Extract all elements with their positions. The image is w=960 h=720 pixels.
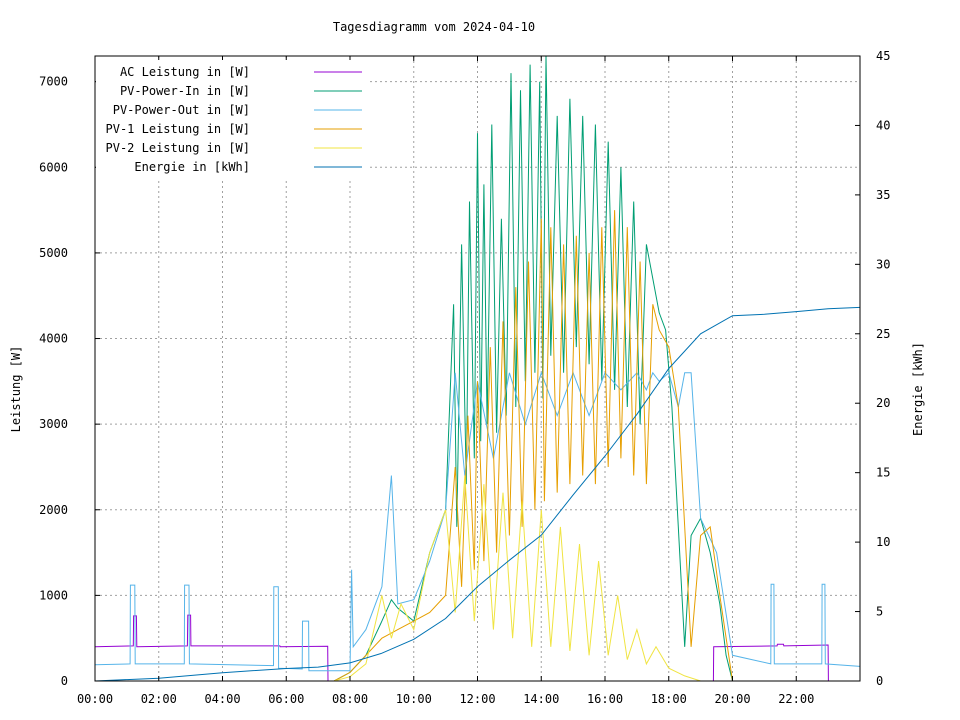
- x-tick-label: 18:00: [651, 692, 687, 706]
- x-tick-label: 04:00: [204, 692, 240, 706]
- y2-tick-label: 20: [876, 396, 890, 410]
- y2-tick-label: 10: [876, 535, 890, 549]
- x-tick-label: 00:00: [77, 692, 113, 706]
- series-group: [94, 55, 861, 682]
- y-tick-label: 3000: [39, 417, 68, 431]
- x-tick-label: 08:00: [332, 692, 368, 706]
- legend-label: Energie in [kWh]: [134, 160, 250, 174]
- y2-axis-label: Energie [kWh]: [911, 342, 925, 436]
- legend-label: PV-1 Leistung in [W]: [106, 122, 251, 136]
- legend: AC Leistung in [W] PV-Power-In in [W] PV-P…: [96, 60, 368, 180]
- y2-tick-label: 35: [876, 188, 890, 202]
- y-axis-label: Leistung [W]: [9, 346, 23, 433]
- x-tick-label: 14:00: [523, 692, 559, 706]
- y2-tick-label: 25: [876, 327, 890, 341]
- x-tick-label: 16:00: [587, 692, 623, 706]
- y-tick-label: 2000: [39, 503, 68, 517]
- series-line-ac-leistung-in-w: [94, 614, 860, 682]
- x-tick-label: 20:00: [714, 692, 750, 706]
- y-tick-label: 7000: [39, 75, 68, 89]
- y-tick-label: 5000: [39, 246, 68, 260]
- y-tick-label: 1000: [39, 588, 68, 602]
- y2-tick-label: 15: [876, 466, 890, 480]
- series-line-energie-in-kwh: [94, 306, 861, 682]
- y2-tick-label: 45: [876, 49, 890, 63]
- x-tick-label: 06:00: [268, 692, 304, 706]
- legend-label: AC Leistung in [W]: [120, 65, 250, 79]
- legend-label: PV-Power-Out in [W]: [113, 103, 250, 117]
- x-tick-label: 22:00: [778, 692, 814, 706]
- x-tick-label: 02:00: [141, 692, 177, 706]
- ticks: 00:00 02:00 04:00 06:00 08:00 10:00 12:00 14:00…: [39, 49, 890, 706]
- series-line-pv-2-leistung-in-w: [95, 475, 860, 682]
- y2-tick-label: 5: [876, 605, 883, 619]
- y2-tick-label: 30: [876, 257, 890, 271]
- chart-title: Tagesdiagramm vom 2024-04-10: [333, 20, 535, 34]
- y-tick-label: 0: [61, 674, 68, 688]
- y2-tick-label: 40: [876, 118, 890, 132]
- series-line-pv-1-leistung-in-w: [95, 210, 860, 682]
- legend-label: PV-2 Leistung in [W]: [106, 141, 251, 155]
- y2-tick-label: 0: [876, 674, 883, 688]
- x-tick-label: 12:00: [459, 692, 495, 706]
- x-tick-label: 10:00: [396, 692, 432, 706]
- legend-label: PV-Power-In in [W]: [120, 84, 250, 98]
- legend-background: [96, 60, 368, 180]
- y-tick-label: 4000: [39, 332, 68, 346]
- y-tick-label: 6000: [39, 160, 68, 174]
